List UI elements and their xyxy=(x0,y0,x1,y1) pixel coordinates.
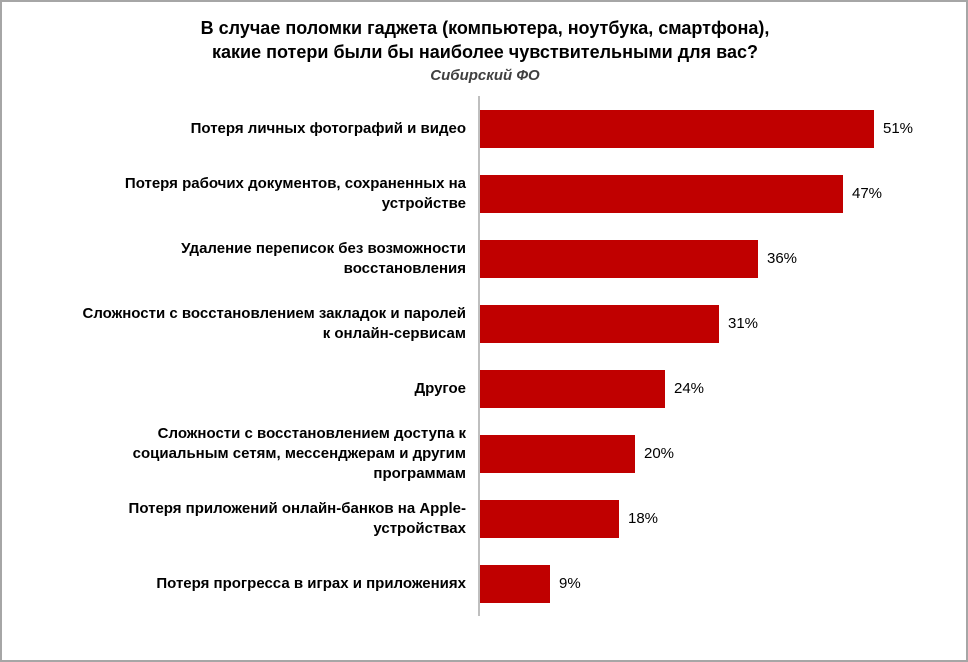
category-label: Удаление переписок без возможности восст… xyxy=(181,239,466,277)
bar-area: 18% xyxy=(478,486,956,551)
chart-row: Потеря личных фотографий и видео 51% xyxy=(14,96,956,161)
bar xyxy=(480,499,619,538)
chart-row: Потеря приложений онлайн-банков на Apple… xyxy=(14,486,956,551)
bar xyxy=(480,109,874,148)
category-label: Потеря рабочих документов, сохраненных н… xyxy=(124,174,466,212)
value-label: 47% xyxy=(852,185,883,202)
bar-area: 36% xyxy=(478,226,956,291)
category-label: Потеря личных фотографий и видео xyxy=(190,119,466,137)
chart-row: Потеря прогресса в играх и приложениях 9% xyxy=(14,551,956,616)
value-label: 51% xyxy=(883,120,914,137)
bar xyxy=(480,564,550,603)
bar-area: 51% xyxy=(478,96,956,161)
bar xyxy=(480,174,843,213)
chart-row: Другое 24% xyxy=(14,356,956,421)
value-label: 36% xyxy=(767,250,798,267)
chart-row: Удаление переписок без возможности восст… xyxy=(14,226,956,291)
bar xyxy=(480,434,635,473)
chart-row: Сложности с восстановлением закладок и п… xyxy=(14,291,956,356)
value-label: 31% xyxy=(728,315,759,332)
category-label: Сложности с восстановлением закладок и п… xyxy=(82,304,466,342)
bar-area: 31% xyxy=(478,291,956,356)
chart-row: Потеря рабочих документов, сохраненных н… xyxy=(14,161,956,226)
bar-area: 20% xyxy=(478,421,956,486)
bar xyxy=(480,239,758,278)
bar-area: 9% xyxy=(478,551,956,616)
value-label: 18% xyxy=(628,510,659,527)
category-label: Сложности с восстановлением доступа к со… xyxy=(132,424,466,482)
chart-row: Сложности с восстановлением доступа к со… xyxy=(14,421,956,486)
chart-subtitle: Сибирский ФО xyxy=(430,67,540,84)
bar-area: 24% xyxy=(478,356,956,421)
bar xyxy=(480,369,665,408)
value-label: 9% xyxy=(559,575,581,592)
bar xyxy=(480,304,719,343)
chart-rows: Потеря личных фотографий и видео 51% Потер… xyxy=(14,96,956,616)
category-label: Потеря прогресса в играх и приложениях xyxy=(156,574,466,592)
category-label: Потеря приложений онлайн-банков на Apple… xyxy=(128,499,466,537)
bar-area: 47% xyxy=(478,161,956,226)
value-label: 20% xyxy=(644,445,675,462)
category-label: Другое xyxy=(414,379,466,397)
value-label: 24% xyxy=(674,380,705,397)
chart-title: В случае поломки гаджета (компьютера, но… xyxy=(200,18,770,62)
